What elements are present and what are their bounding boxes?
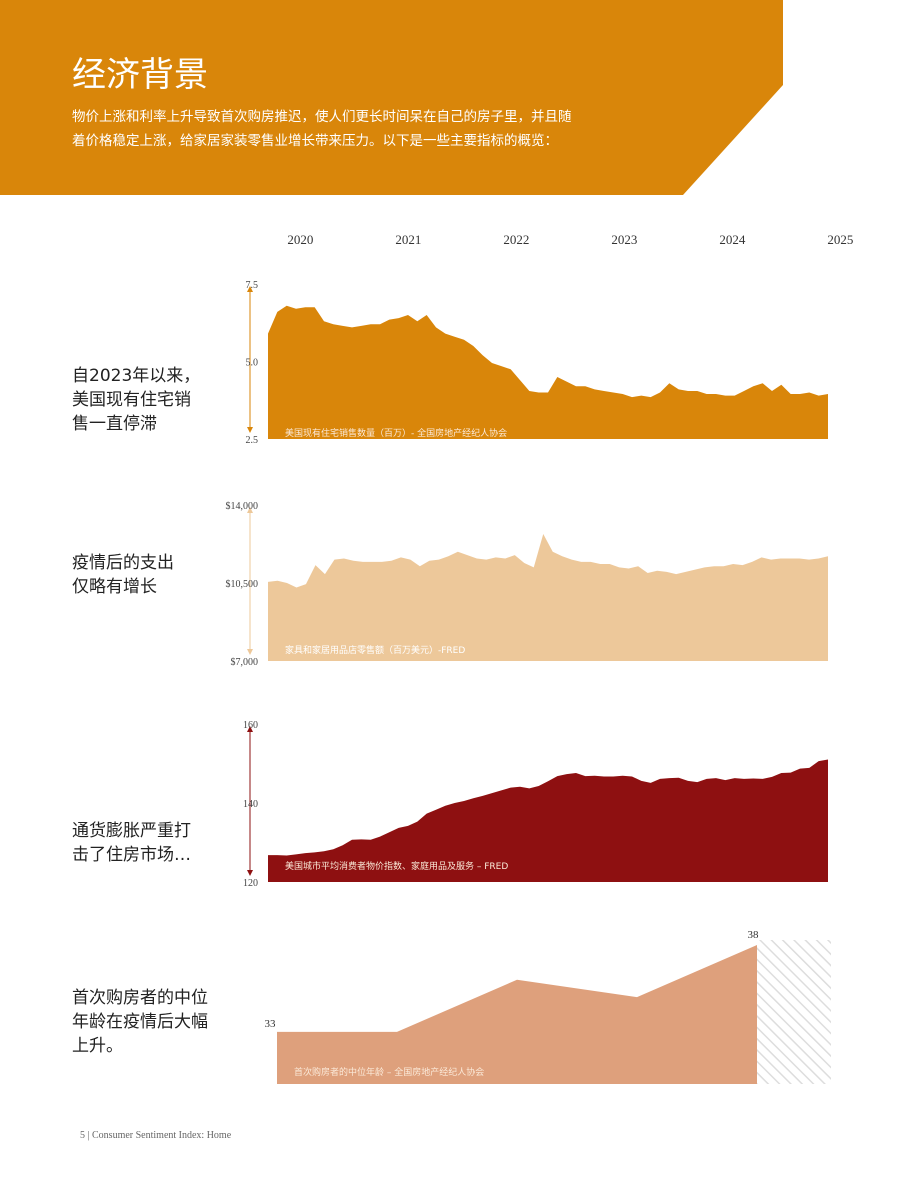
year-label: 2024 (719, 232, 746, 247)
arrow-head (247, 286, 253, 292)
caption: 美国城市平均消费者物价指数、家庭用品及服务 – FRED (285, 860, 508, 872)
side-label: 自2023年以来， (72, 366, 200, 386)
y-tick-label: 120 (243, 878, 258, 889)
side-label: 上升。 (72, 1036, 123, 1056)
intro-line: 着价格稳定上涨，给家居家装零售业增长带来压力。以下是一些主要指标的概览： (72, 132, 558, 149)
y-tick-label: 140 (243, 799, 258, 810)
y-tick-label: 7.5 (246, 280, 259, 291)
area (268, 305, 828, 439)
y-tick-label: 160 (243, 720, 258, 731)
side-label: 美国现有住宅销 (72, 390, 191, 410)
arrow-head (247, 726, 253, 732)
area (277, 945, 757, 1084)
y-tick-label: $7,000 (231, 657, 259, 668)
page-title: 经济背景 (72, 55, 208, 95)
header-band (0, 0, 783, 195)
side-label: 年龄在疫情后大幅 (72, 1012, 208, 1032)
projection-hatch (757, 940, 831, 1084)
caption: 家具和家居用品店零售额（百万美元）-FRED (285, 644, 465, 656)
value-label: 33 (265, 1018, 277, 1030)
side-label: 售一直停滞 (72, 414, 157, 434)
arrow-head (247, 649, 253, 655)
y-tick-label: $14,000 (226, 501, 259, 512)
year-label: 2022 (503, 232, 529, 247)
caption: 首次购房者的中位年龄 – 全国房地产经纪人协会 (294, 1066, 484, 1078)
area (268, 533, 828, 661)
arrow-head (247, 427, 253, 433)
caption: 美国现有住宅销售数量（百万）- 全国房地产经纪人协会 (285, 427, 507, 439)
arrow-head (247, 507, 253, 513)
y-tick-label: 2.5 (246, 435, 259, 446)
area (268, 759, 828, 882)
intro-line: 物价上涨和利率上升导致首次购房推迟，使人们更长时间呆在自己的房子里，并且随 (72, 108, 572, 125)
side-label: 通货膨胀严重打 (72, 821, 191, 841)
side-label: 击了住房市场… (72, 845, 191, 865)
value-label: 38 (748, 929, 760, 941)
side-label: 首次购房者的中位 (72, 988, 208, 1008)
side-label: 仅略有增长 (72, 577, 157, 597)
y-tick-label: $10,500 (226, 579, 259, 590)
side-label: 疫情后的支出 (72, 553, 174, 573)
arrow-head (247, 870, 253, 876)
year-label: 2023 (611, 232, 637, 247)
year-label: 2021 (395, 232, 421, 247)
y-tick-label: 5.0 (246, 358, 259, 369)
footer: 5 | Consumer Sentiment Index: Home (80, 1130, 232, 1141)
year-label: 2020 (287, 232, 313, 247)
year-label: 2025 (827, 232, 853, 247)
